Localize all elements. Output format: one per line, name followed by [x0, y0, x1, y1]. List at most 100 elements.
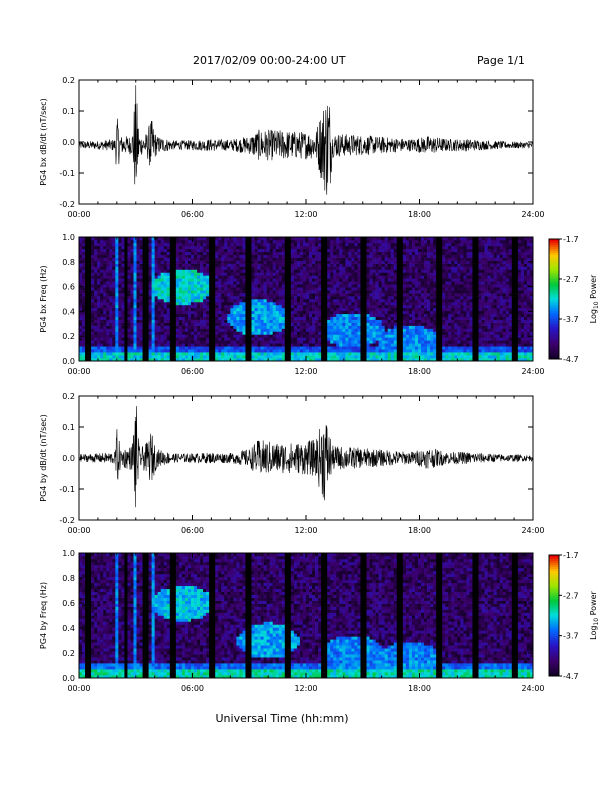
heatmap-cell [194, 307, 198, 312]
heatmap-cell [157, 325, 162, 329]
heatmap-cell [381, 254, 385, 258]
heatmap-cell [127, 340, 131, 344]
heatmap-cell [342, 328, 346, 332]
heatmap-cell [145, 239, 149, 244]
heatmap-cell [215, 237, 219, 241]
heatmap-cell [372, 343, 376, 347]
heatmap-cell [184, 307, 189, 312]
heatmap-cell [160, 304, 165, 309]
heatmap-cell [430, 346, 434, 350]
heatmap-cell [263, 304, 267, 309]
heatmap-cell [212, 316, 216, 320]
heatmap-cell [306, 251, 310, 256]
heatmap-cell [88, 263, 92, 267]
heatmap-cell [106, 322, 110, 326]
heatmap-cell [151, 319, 155, 323]
heatmap-cell [242, 358, 246, 362]
heatmap-cell [85, 337, 89, 341]
heatmap-cell [85, 278, 89, 282]
heatmap-cell [381, 290, 385, 294]
heatmap-cell [121, 237, 125, 241]
heatmap-cell [275, 239, 280, 244]
heatmap-cell [133, 340, 137, 344]
heatmap-cell [351, 319, 355, 323]
heatmap-cell [91, 301, 95, 306]
heatmap-cell [163, 358, 168, 362]
heatmap-cell [115, 352, 119, 356]
heatmap-cell [324, 307, 328, 312]
heatmap-cell [366, 245, 370, 250]
heatmap-cell [342, 299, 346, 303]
heatmap-cell [315, 334, 319, 338]
heatmap-cell [233, 316, 237, 320]
heatmap-cell [414, 248, 419, 253]
heatmap-cell [79, 239, 83, 244]
heatmap-cell [130, 328, 134, 332]
heatmap-cell [272, 322, 277, 326]
heatmap-cell [154, 325, 158, 329]
heatmap-cell [245, 301, 249, 306]
heatmap-cell [97, 278, 101, 282]
heatmap-cell [357, 257, 361, 261]
heatmap-cell [324, 260, 328, 264]
heatmap-cell [115, 343, 119, 347]
heatmap-cell [345, 287, 349, 291]
heatmap-cell [206, 337, 210, 341]
heatmap-cell [293, 337, 298, 341]
heatmap-cell [184, 349, 189, 353]
heatmap-cell [100, 257, 104, 261]
heatmap-cell [215, 299, 219, 303]
heatmap-cell [296, 310, 301, 315]
heatmap-cell [115, 310, 119, 315]
heatmap-cell [197, 284, 201, 288]
heatmap-cell [100, 281, 104, 285]
heatmap-cell [402, 301, 407, 306]
heatmap-cell [369, 248, 373, 253]
heatmap-cell [345, 296, 349, 300]
heatmap-cell [363, 346, 367, 350]
heatmap-cell [139, 337, 143, 341]
heatmap-cell [197, 358, 201, 362]
heatmap-cell [363, 322, 367, 326]
heatmap-cell [408, 237, 413, 241]
heatmap-cell [330, 346, 334, 350]
heatmap-cell [309, 296, 313, 300]
heatmap-cell [242, 281, 246, 285]
heatmap-cell [79, 316, 83, 320]
heatmap-cell [151, 322, 155, 326]
heatmap-cell [254, 239, 258, 244]
heatmap-cell [160, 263, 165, 267]
heatmap-cell [106, 325, 110, 329]
heatmap-cell [91, 257, 95, 261]
heatmap-cell [417, 352, 422, 356]
heatmap-cell [175, 349, 180, 353]
heatmap-cell [427, 248, 431, 253]
heatmap-cell [242, 293, 246, 297]
heatmap-cell [421, 310, 425, 315]
heatmap-cell [357, 254, 361, 258]
heatmap-cell [417, 266, 422, 270]
heatmap-cell [197, 316, 201, 320]
heatmap-cell [399, 254, 404, 258]
heatmap-cell [100, 316, 104, 320]
heatmap-cell [169, 310, 174, 315]
heatmap-cell [169, 349, 174, 353]
heatmap-cell [284, 287, 289, 291]
heatmap-cell [263, 257, 267, 261]
heatmap-cell [190, 242, 195, 247]
heatmap-cell [157, 313, 162, 318]
heatmap-cell [405, 275, 410, 279]
heatmap-cell [390, 287, 395, 291]
heatmap-cell [378, 355, 382, 359]
heatmap-cell [112, 358, 116, 362]
heatmap-cell [124, 272, 128, 276]
heatmap-cell [278, 316, 283, 320]
heatmap-cell [79, 257, 83, 261]
heatmap-cell [281, 325, 286, 329]
heatmap-cell [133, 281, 137, 285]
heatmap-cell [79, 328, 83, 332]
heatmap-cell [348, 316, 352, 320]
heatmap-cell [369, 260, 373, 264]
heatmap-cell [218, 278, 222, 282]
heatmap-cell [369, 251, 373, 256]
